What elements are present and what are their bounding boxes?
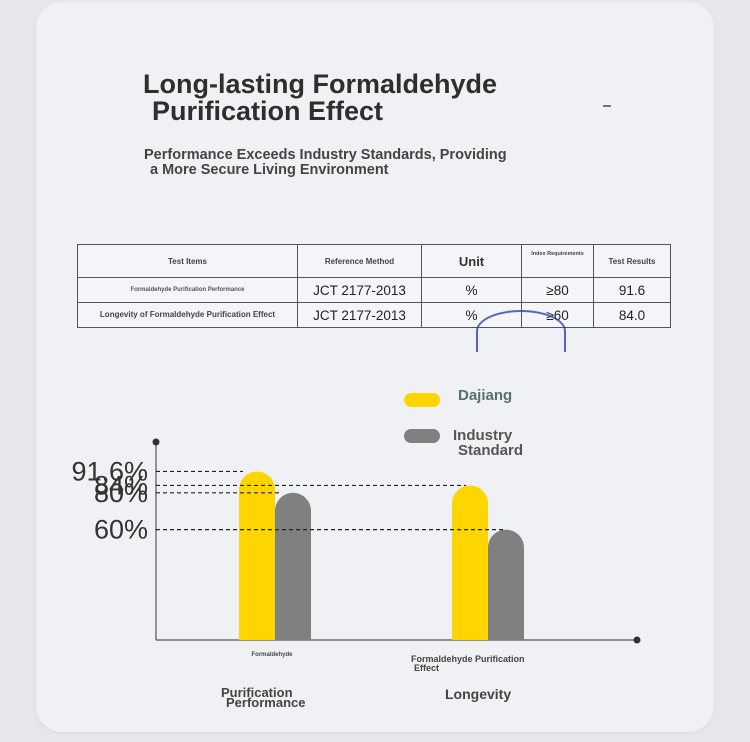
bar-industry-standard xyxy=(275,492,311,640)
reference-value-label: 60% xyxy=(94,515,148,545)
page-subtitle: Performance Exceeds Industry Standards, … xyxy=(144,148,507,178)
reference-value-label: 91.6% xyxy=(71,456,148,486)
category-label-line1: Purification xyxy=(221,685,293,700)
reference-value-label: 80% xyxy=(94,478,148,508)
table-row: Longevity of Formaldehyde Purification E… xyxy=(77,302,671,328)
cell-test-item: Longevity of Formaldehyde Purification E… xyxy=(77,302,298,328)
legend-label-industry-standard-line2: Standard xyxy=(458,442,523,459)
category-label-line2: Performance xyxy=(226,695,305,710)
x-axis-end-dot xyxy=(633,636,641,644)
header-test-results: Test Results xyxy=(593,244,671,278)
bar-dajiang xyxy=(239,471,275,640)
category-sublabel-line2: Effect xyxy=(414,663,439,673)
category-label: Longevity xyxy=(445,686,511,702)
table-row: Formaldehyde Purification Performance JC… xyxy=(77,277,671,303)
legend-label-industry-standard-line1: Industry xyxy=(453,427,513,444)
bar-dajiang xyxy=(452,485,488,640)
title-line-1: Long-lasting Formaldehyde xyxy=(143,69,498,99)
cell-reference-method: JCT 2177-2013 xyxy=(297,302,422,328)
legend-label-dajiang: Dajiang xyxy=(458,387,512,404)
cell-test-item: Formaldehyde Purification Performance xyxy=(77,277,298,303)
content-card xyxy=(36,2,714,732)
legend-swatch-industry-standard xyxy=(404,429,440,443)
page-title: Long-lasting Formaldehyde Purification E… xyxy=(143,71,497,125)
certification-stamp xyxy=(476,310,566,352)
subtitle-line-2: a More Secure Living Environment xyxy=(150,162,389,178)
decorative-dash xyxy=(603,105,611,107)
bar-industry-standard xyxy=(488,529,524,640)
subtitle-line-1: Performance Exceeds Industry Standards, … xyxy=(144,147,507,163)
category-sublabel-line1: Formaldehyde Purification xyxy=(411,654,525,664)
header-unit: Unit xyxy=(421,244,522,278)
legend-swatch-dajiang xyxy=(404,393,440,407)
category-sublabel: Formaldehyde xyxy=(251,652,293,658)
reference-value-label: 84% xyxy=(94,470,148,500)
test-results-table: Test Items Reference Method Unit Index R… xyxy=(77,244,671,328)
cell-test-result: 84.0 xyxy=(593,302,671,328)
y-axis-end-dot xyxy=(152,438,160,446)
title-line-2: Purification Effect xyxy=(152,96,384,126)
